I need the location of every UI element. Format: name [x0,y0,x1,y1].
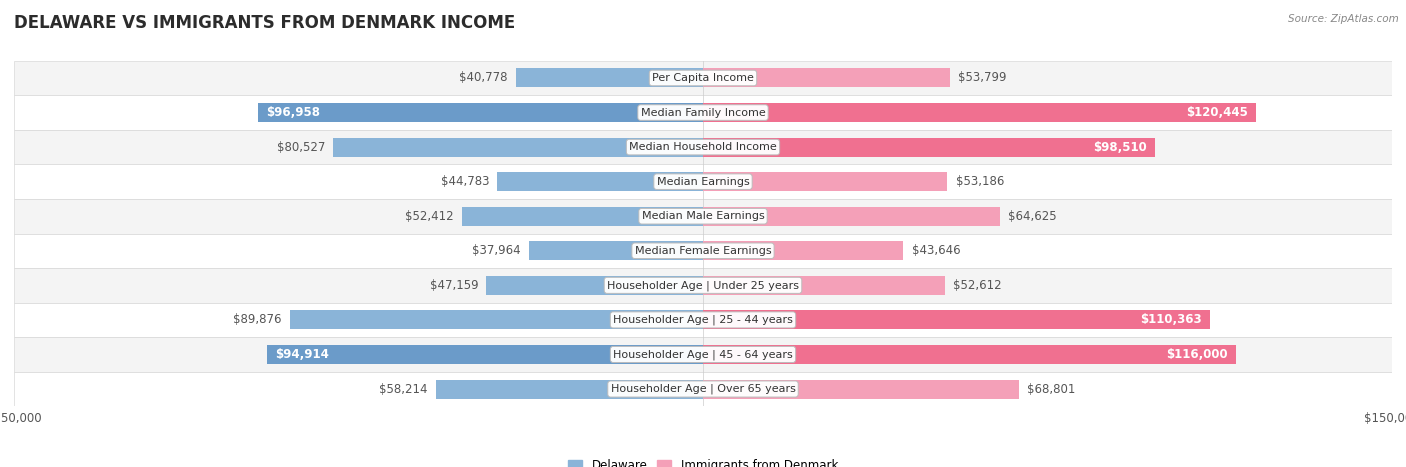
Bar [14,95,1392,130]
Text: $52,412: $52,412 [405,210,454,223]
Bar [498,172,703,191]
Text: Median Household Income: Median Household Income [628,142,778,152]
Text: $94,914: $94,914 [276,348,329,361]
Bar [14,61,1392,95]
Text: Householder Age | 25 - 44 years: Householder Age | 25 - 44 years [613,315,793,325]
Bar [703,172,948,191]
Text: $68,801: $68,801 [1028,382,1076,396]
Bar [703,276,945,295]
Text: Median Family Income: Median Family Income [641,107,765,118]
Bar [14,199,1392,234]
Bar [703,345,1236,364]
Text: $96,958: $96,958 [266,106,321,119]
Bar [14,337,1392,372]
Bar [486,276,703,295]
Bar [516,69,703,87]
Text: Per Capita Income: Per Capita Income [652,73,754,83]
Text: $89,876: $89,876 [233,313,283,326]
Text: $37,964: $37,964 [472,244,520,257]
Bar [290,311,703,329]
Bar [14,303,1392,337]
Text: $40,778: $40,778 [458,71,508,85]
Text: Householder Age | Under 25 years: Householder Age | Under 25 years [607,280,799,290]
Text: Median Earnings: Median Earnings [657,177,749,187]
Bar [703,311,1211,329]
Legend: Delaware, Immigrants from Denmark: Delaware, Immigrants from Denmark [564,454,842,467]
Text: Median Male Earnings: Median Male Earnings [641,211,765,221]
Bar [436,380,703,398]
Text: Source: ZipAtlas.com: Source: ZipAtlas.com [1288,14,1399,24]
Text: Householder Age | 45 - 64 years: Householder Age | 45 - 64 years [613,349,793,360]
Bar [14,372,1392,406]
Text: $80,527: $80,527 [277,141,325,154]
Text: $64,625: $64,625 [1008,210,1057,223]
Bar [529,241,703,260]
Text: $44,783: $44,783 [440,175,489,188]
Bar [703,103,1256,122]
Text: $53,186: $53,186 [956,175,1004,188]
Text: Median Female Earnings: Median Female Earnings [634,246,772,256]
Text: $120,445: $120,445 [1187,106,1249,119]
Bar [703,241,904,260]
Bar [703,69,950,87]
Bar [703,138,1156,156]
Text: $110,363: $110,363 [1140,313,1202,326]
Bar [703,207,1000,226]
Text: $58,214: $58,214 [378,382,427,396]
Bar [14,268,1392,303]
Text: $47,159: $47,159 [429,279,478,292]
Text: $52,612: $52,612 [953,279,1001,292]
Bar [14,234,1392,268]
Bar [14,130,1392,164]
Bar [463,207,703,226]
Bar [333,138,703,156]
Text: DELAWARE VS IMMIGRANTS FROM DENMARK INCOME: DELAWARE VS IMMIGRANTS FROM DENMARK INCO… [14,14,516,32]
Bar [14,164,1392,199]
Bar [257,103,703,122]
Text: Householder Age | Over 65 years: Householder Age | Over 65 years [610,384,796,394]
Text: $53,799: $53,799 [959,71,1007,85]
Text: $43,646: $43,646 [911,244,960,257]
Bar [267,345,703,364]
Text: $98,510: $98,510 [1094,141,1147,154]
Text: $116,000: $116,000 [1166,348,1227,361]
Bar [703,380,1019,398]
